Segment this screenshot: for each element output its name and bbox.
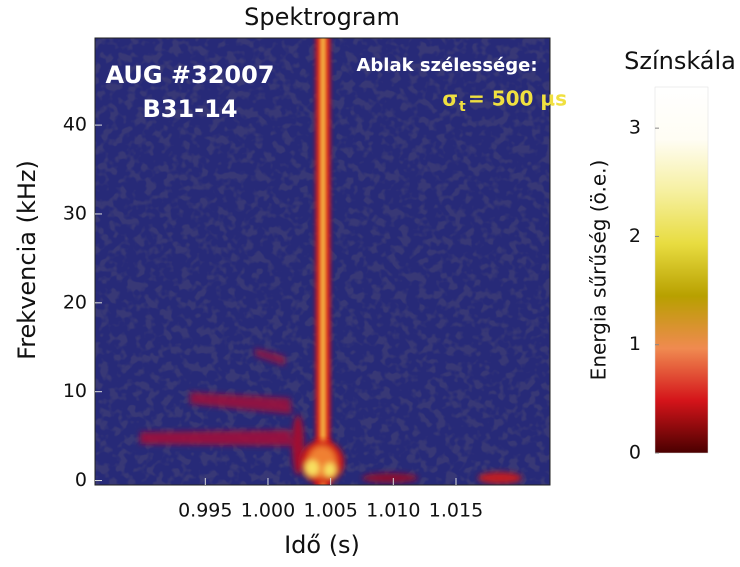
colorbar-tick-label: 0 (629, 442, 641, 464)
annotation: = 500 µs (468, 87, 567, 111)
plot-frame (94, 37, 551, 486)
x-axis-label: Idő (s) (284, 531, 360, 559)
y-axis-label: Frekvencia (kHz) (13, 160, 41, 360)
annotation: AUG #32007 (106, 61, 275, 89)
colorbar (654, 86, 709, 454)
x-tick-label: 1.015 (429, 500, 483, 522)
y-tick-label: 30 (63, 202, 87, 224)
x-tick-label: 1.005 (303, 500, 357, 522)
x-tick-label: 1.000 (241, 500, 295, 522)
y-tick-label: 0 (75, 469, 87, 491)
colorbar-title: Színskála (624, 47, 736, 75)
y-tick-label: 20 (63, 291, 87, 313)
y-tick-label: 40 (63, 114, 87, 136)
colorbar-tick-label: 1 (629, 333, 641, 355)
spectrogram-image (95, 38, 550, 485)
annotation: σ (442, 87, 458, 111)
colorbar-label: Energia sűrűség (ö.e.) (587, 160, 611, 381)
chart-title: Spektrogram (244, 3, 400, 31)
x-tick-label: 0.995 (178, 500, 232, 522)
x-tick-label: 1.010 (366, 500, 420, 522)
annotation: B31-14 (142, 95, 237, 123)
y-tick-label: 10 (63, 380, 87, 402)
colorbar-tick-label: 2 (629, 225, 641, 247)
colorbar-tick-label: 3 (629, 117, 641, 139)
annotation: Ablak szélessége: (356, 55, 537, 76)
annotation: t (459, 99, 466, 115)
